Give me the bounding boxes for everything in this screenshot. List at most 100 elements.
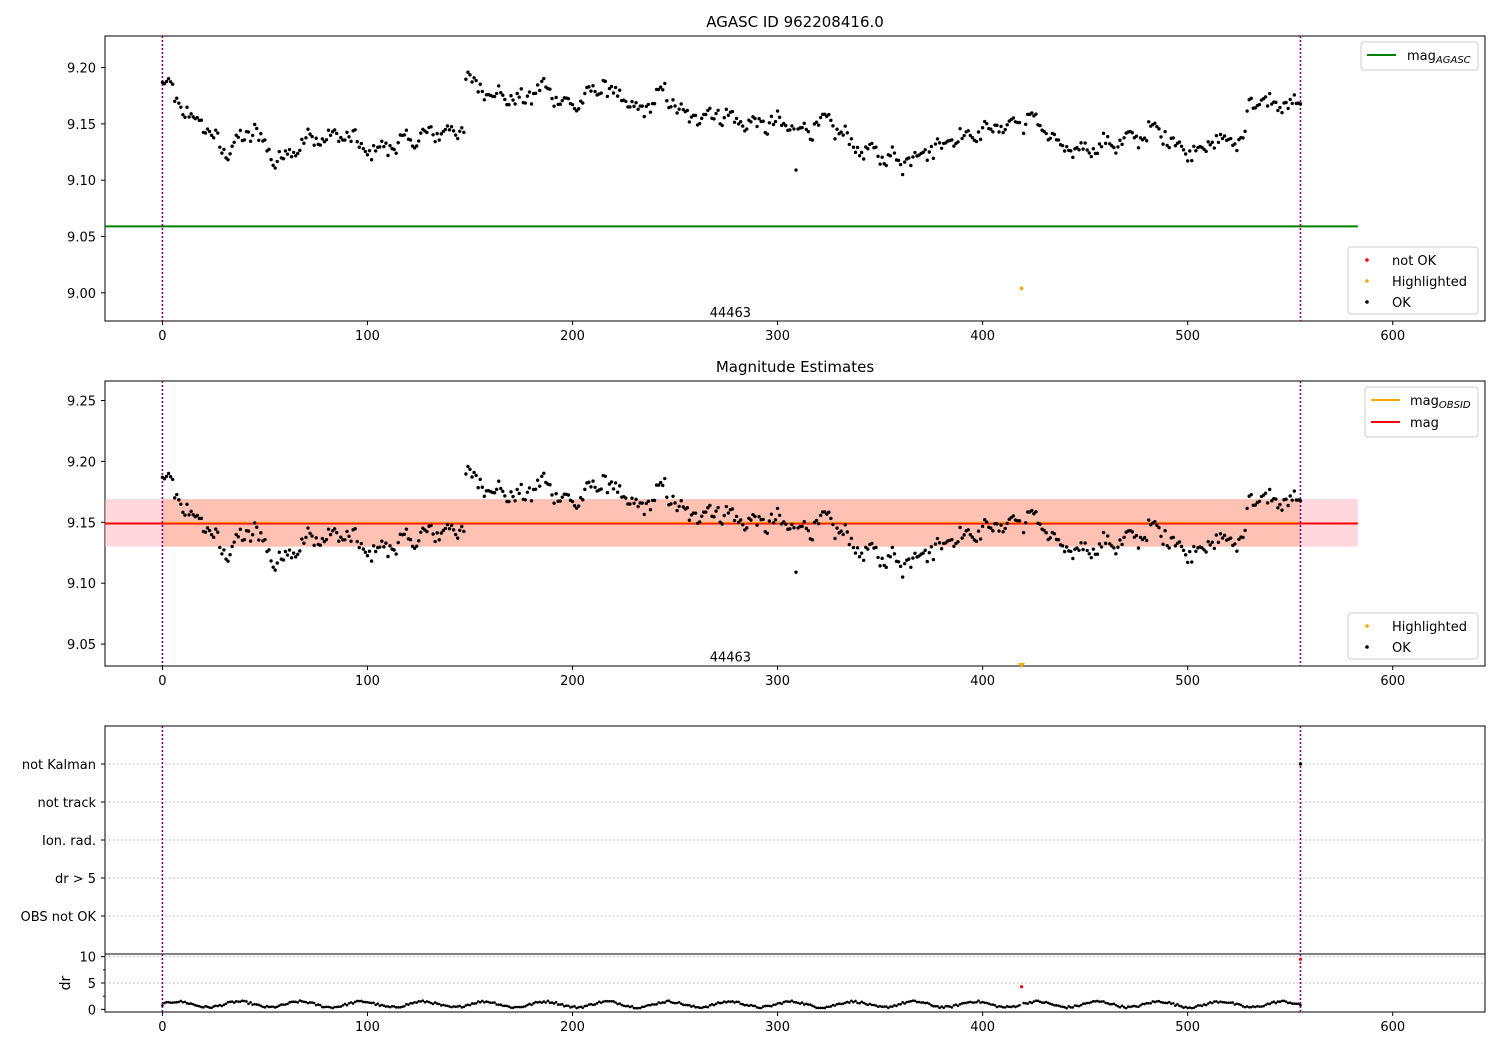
panel-magnitude-estimates: Magnitude Estimates 44463 0 100 200 300 400 50… (67, 358, 1486, 689)
ok-point (1218, 132, 1223, 137)
ok-point (907, 557, 911, 561)
ok-point (968, 533, 973, 537)
ok-point (773, 518, 778, 522)
dr-point (862, 1001, 865, 1005)
ok-point (933, 142, 938, 146)
dr-point (1028, 1000, 1032, 1004)
ok-point (1077, 548, 1081, 552)
dr-point (1032, 1000, 1036, 1003)
dr-point (1042, 1001, 1046, 1005)
dr-point (224, 1002, 228, 1006)
dr-point (1258, 1005, 1261, 1008)
ok-point (777, 115, 782, 120)
dr-point (825, 1005, 829, 1009)
dr-point (349, 1001, 353, 1004)
ok-point (310, 134, 314, 139)
dr-point (1155, 1000, 1159, 1003)
dr-point (909, 999, 913, 1003)
ok-point (1185, 560, 1190, 565)
legend-label: Highlighted (1392, 620, 1467, 635)
ok-point (609, 84, 614, 89)
dr-point (907, 1000, 911, 1003)
ok-point (525, 490, 530, 494)
ok-point (574, 506, 579, 510)
dr-point (1266, 1002, 1269, 1005)
ok-point (640, 501, 644, 505)
dr-point (433, 1001, 437, 1004)
ok-point (527, 486, 532, 490)
ok-point (708, 106, 712, 111)
ok-point (1212, 546, 1217, 551)
ok-point (939, 547, 944, 551)
ok-point (903, 160, 907, 164)
dr-point (610, 1000, 613, 1003)
ok-point (888, 555, 893, 559)
ok-point (790, 124, 794, 128)
ok-point (1167, 145, 1171, 150)
dr-point (583, 1004, 587, 1008)
dr-point (845, 1000, 849, 1004)
ok-point (1218, 532, 1223, 536)
dr-point (1063, 1005, 1066, 1009)
ok-point (583, 487, 587, 492)
dr-point (774, 1003, 777, 1006)
ok-point (952, 544, 956, 548)
plot-area: 44463 0 100 200 300 400 500 600 9.05 9.10 9.15 9.20… (67, 381, 1405, 689)
ok-point (632, 104, 636, 109)
ok-point (1290, 101, 1294, 106)
dr-point (450, 1005, 453, 1009)
ok-point (1274, 100, 1278, 105)
ok-point (833, 137, 837, 141)
dr-point (290, 1000, 293, 1004)
ok-point (757, 514, 761, 519)
ok-point (1220, 536, 1225, 540)
dr-point (382, 1004, 386, 1008)
ok-point (1263, 95, 1268, 99)
dr-point (1128, 1005, 1132, 1009)
ok-point (661, 483, 665, 488)
ok-point (492, 94, 497, 99)
ok-point (207, 129, 212, 134)
dr-point (226, 1000, 230, 1004)
ok-point (275, 561, 279, 565)
dr-point (321, 1005, 324, 1009)
ok-point (242, 537, 247, 542)
dr-point (1260, 1005, 1263, 1008)
dr-point (353, 1000, 357, 1004)
x-tick-label: 500 (1175, 329, 1200, 344)
ok-point (1017, 120, 1022, 125)
ok-point (1023, 521, 1028, 525)
ok-point (326, 128, 331, 132)
ok-point (675, 508, 679, 513)
dr-point (601, 1000, 605, 1003)
dr-point (932, 1004, 935, 1008)
ok-point (1101, 131, 1106, 136)
dr-point (499, 1003, 503, 1007)
dr-point (1297, 1002, 1300, 1006)
ok-point (1048, 536, 1052, 540)
dr-point (950, 1006, 954, 1009)
dr-point (1239, 1003, 1243, 1007)
ok-point (1120, 542, 1124, 547)
dr-point (259, 1004, 263, 1008)
dr-point (1137, 1005, 1140, 1009)
ok-point (367, 549, 372, 553)
ok-point (1192, 544, 1196, 549)
dr-point (942, 1006, 945, 1010)
ok-point (1173, 143, 1178, 148)
dr-point (310, 1001, 314, 1004)
dr-point (815, 1006, 818, 1010)
dr-point (234, 1000, 238, 1003)
ok-point (593, 89, 597, 94)
ok-point (441, 528, 446, 533)
ok-point (558, 102, 562, 106)
dr-point (351, 1002, 355, 1005)
dr-point (759, 1006, 763, 1010)
dr-point (472, 1002, 476, 1005)
dr-point (626, 1004, 630, 1008)
dr-point (686, 1003, 689, 1007)
ok-point (648, 507, 653, 512)
dr-point (546, 999, 550, 1003)
ok-point (437, 538, 441, 542)
dr-point (1206, 1002, 1210, 1005)
